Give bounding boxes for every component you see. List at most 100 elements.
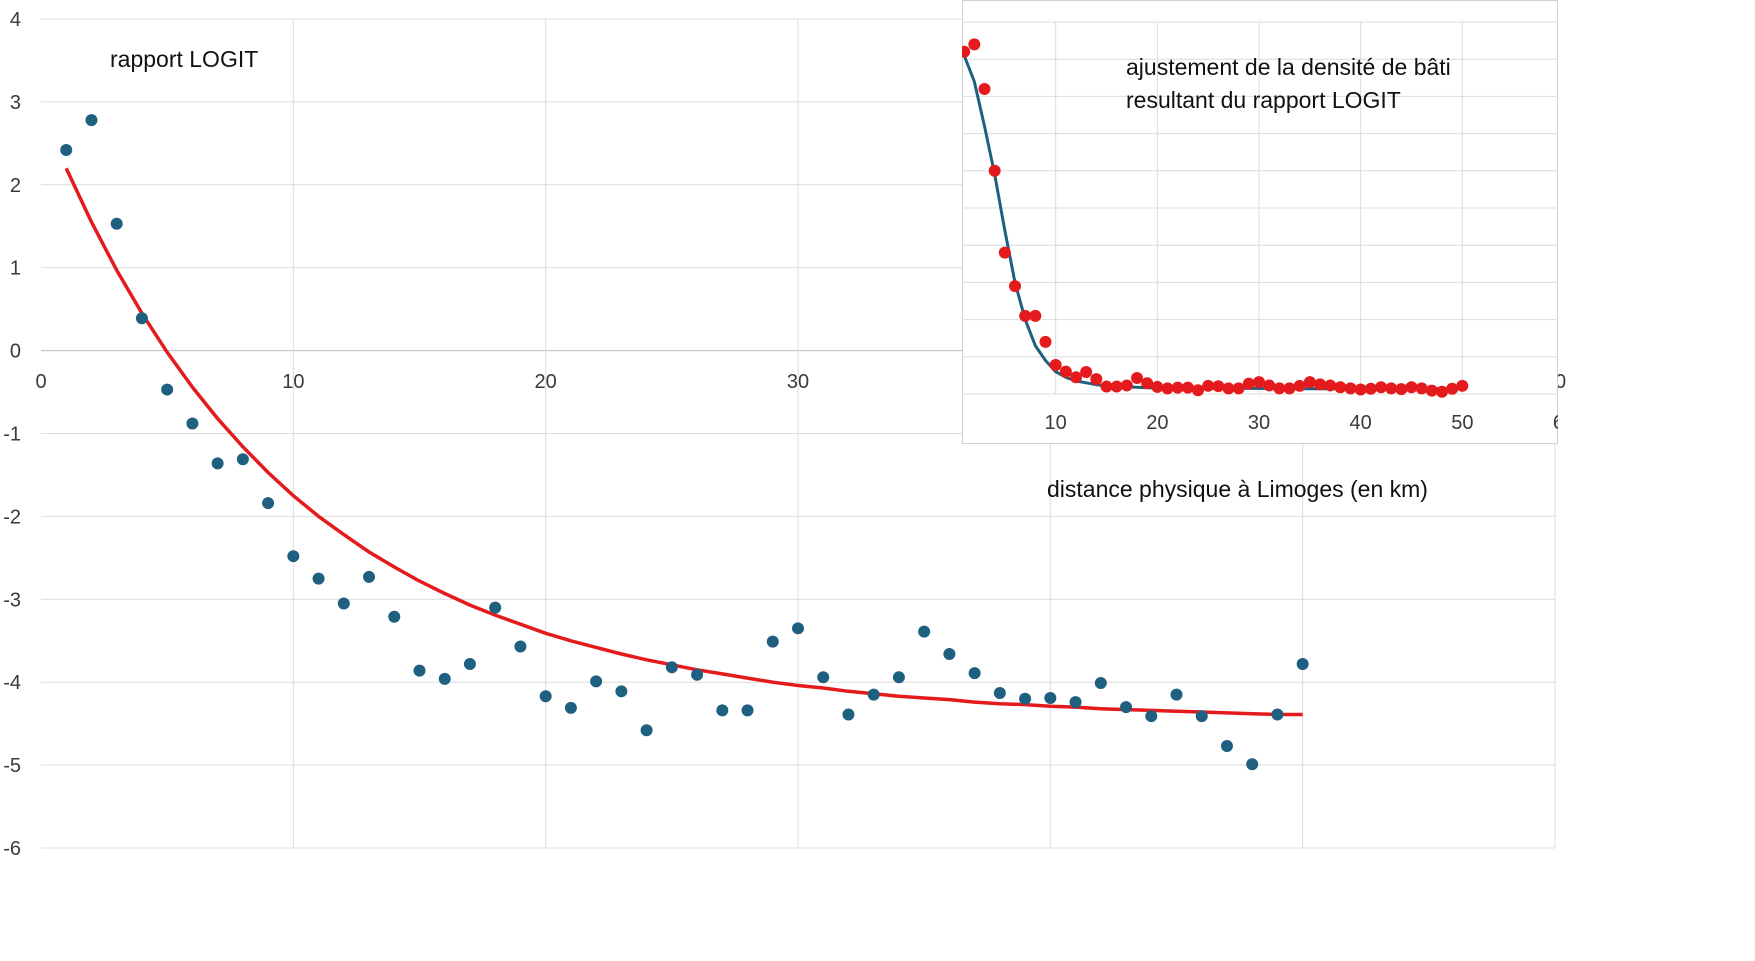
- data-point: [1120, 379, 1133, 392]
- data-point: [337, 597, 350, 610]
- data-point: [766, 635, 779, 648]
- data-point: [539, 690, 552, 703]
- inset-density-chart: 1009080706050403020100 0102030405060 aju…: [962, 0, 1558, 444]
- data-point: [1044, 691, 1057, 704]
- data-point: [1009, 280, 1021, 293]
- data-point: [1195, 710, 1208, 723]
- data-point: [1192, 384, 1204, 397]
- data-point: [978, 82, 991, 95]
- y-tick-label: -3: [3, 589, 21, 611]
- data-point: [817, 671, 830, 684]
- data-point: [615, 685, 628, 698]
- data-point: [1271, 708, 1284, 721]
- data-point: [1436, 385, 1448, 398]
- data-point: [943, 648, 956, 661]
- data-point: [665, 661, 678, 674]
- data-point: [892, 671, 905, 684]
- data-point: [1303, 376, 1316, 389]
- data-point: [962, 45, 971, 58]
- data-point: [1171, 381, 1184, 394]
- y-tick-label: 3: [10, 92, 21, 114]
- data-point: [1246, 758, 1259, 771]
- data-point: [1029, 309, 1042, 322]
- main-gridlines: [41, 18, 1556, 849]
- data-point: [1222, 382, 1235, 395]
- data-point: [1354, 383, 1367, 396]
- y-tick-label: -4: [3, 672, 21, 694]
- data-point: [564, 701, 577, 714]
- data-point: [1253, 376, 1265, 389]
- x-tick-label: 20: [535, 371, 557, 393]
- data-point: [262, 497, 275, 510]
- data-point: [918, 625, 931, 638]
- data-point: [1161, 382, 1174, 395]
- data-point: [1019, 309, 1032, 322]
- inset-x-tick-labels: 0102030405060: [1045, 412, 1558, 434]
- data-point: [1344, 382, 1357, 395]
- data-point: [1080, 366, 1093, 379]
- data-point: [1364, 382, 1377, 395]
- data-point: [211, 457, 224, 470]
- inset-data-points: [962, 38, 1469, 398]
- y-tick-label: -5: [3, 755, 21, 777]
- x-tick-label: 60: [1553, 412, 1558, 434]
- data-point: [792, 622, 804, 635]
- y-tick-label: 0: [10, 341, 21, 363]
- data-point: [691, 668, 704, 681]
- data-point: [1069, 696, 1082, 709]
- data-point: [1110, 380, 1123, 393]
- data-point: [1242, 377, 1255, 390]
- data-point: [1212, 380, 1225, 393]
- main-y-tick-labels: 4 3 2 1 0 -1 -2 -3 -4 -5 -6: [3, 9, 21, 860]
- data-point: [438, 672, 451, 685]
- data-point: [287, 550, 300, 563]
- data-point: [1456, 379, 1469, 392]
- data-point: [1415, 382, 1428, 395]
- data-point: [716, 704, 729, 717]
- data-point: [842, 708, 855, 721]
- data-point: [867, 688, 880, 701]
- data-point: [1385, 382, 1398, 395]
- data-point: [1094, 677, 1107, 690]
- data-point: [1375, 381, 1387, 394]
- data-point: [363, 570, 376, 583]
- data-point: [110, 217, 123, 230]
- x-tick-label: 40: [1350, 412, 1372, 434]
- data-point: [1145, 710, 1158, 723]
- y-tick-label: -6: [3, 838, 21, 860]
- data-point: [1425, 384, 1438, 397]
- data-point: [1181, 381, 1194, 394]
- data-point: [1151, 380, 1164, 393]
- x-tick-label: 10: [282, 371, 304, 393]
- data-point: [1324, 379, 1337, 392]
- data-point: [1395, 383, 1408, 396]
- data-point: [1059, 365, 1072, 378]
- data-point: [1263, 379, 1276, 392]
- data-point: [1090, 373, 1103, 386]
- x-axis-label: distance physique à Limoges (en km): [1047, 476, 1428, 502]
- data-point: [1019, 692, 1032, 705]
- data-point: [741, 704, 754, 717]
- data-point: [1283, 382, 1296, 395]
- y-tick-label: -1: [3, 424, 21, 446]
- data-point: [135, 312, 148, 325]
- y-tick-label: -2: [3, 506, 21, 528]
- data-point: [1170, 688, 1183, 701]
- data-point: [998, 246, 1011, 259]
- data-point: [1049, 358, 1062, 371]
- x-tick-label: 30: [787, 371, 809, 393]
- data-point: [993, 686, 1006, 699]
- data-point: [1131, 372, 1143, 385]
- data-point: [968, 38, 981, 51]
- data-point: [312, 572, 325, 585]
- data-point: [1273, 382, 1286, 395]
- data-point: [1405, 381, 1418, 394]
- data-point: [1141, 377, 1154, 390]
- y-tick-label: 1: [10, 258, 21, 280]
- data-point: [186, 417, 199, 430]
- inset-annotation-line-2: resultant du rapport LOGIT: [1126, 87, 1401, 113]
- data-point: [1232, 382, 1245, 395]
- data-point: [1220, 740, 1233, 753]
- data-point: [85, 114, 98, 127]
